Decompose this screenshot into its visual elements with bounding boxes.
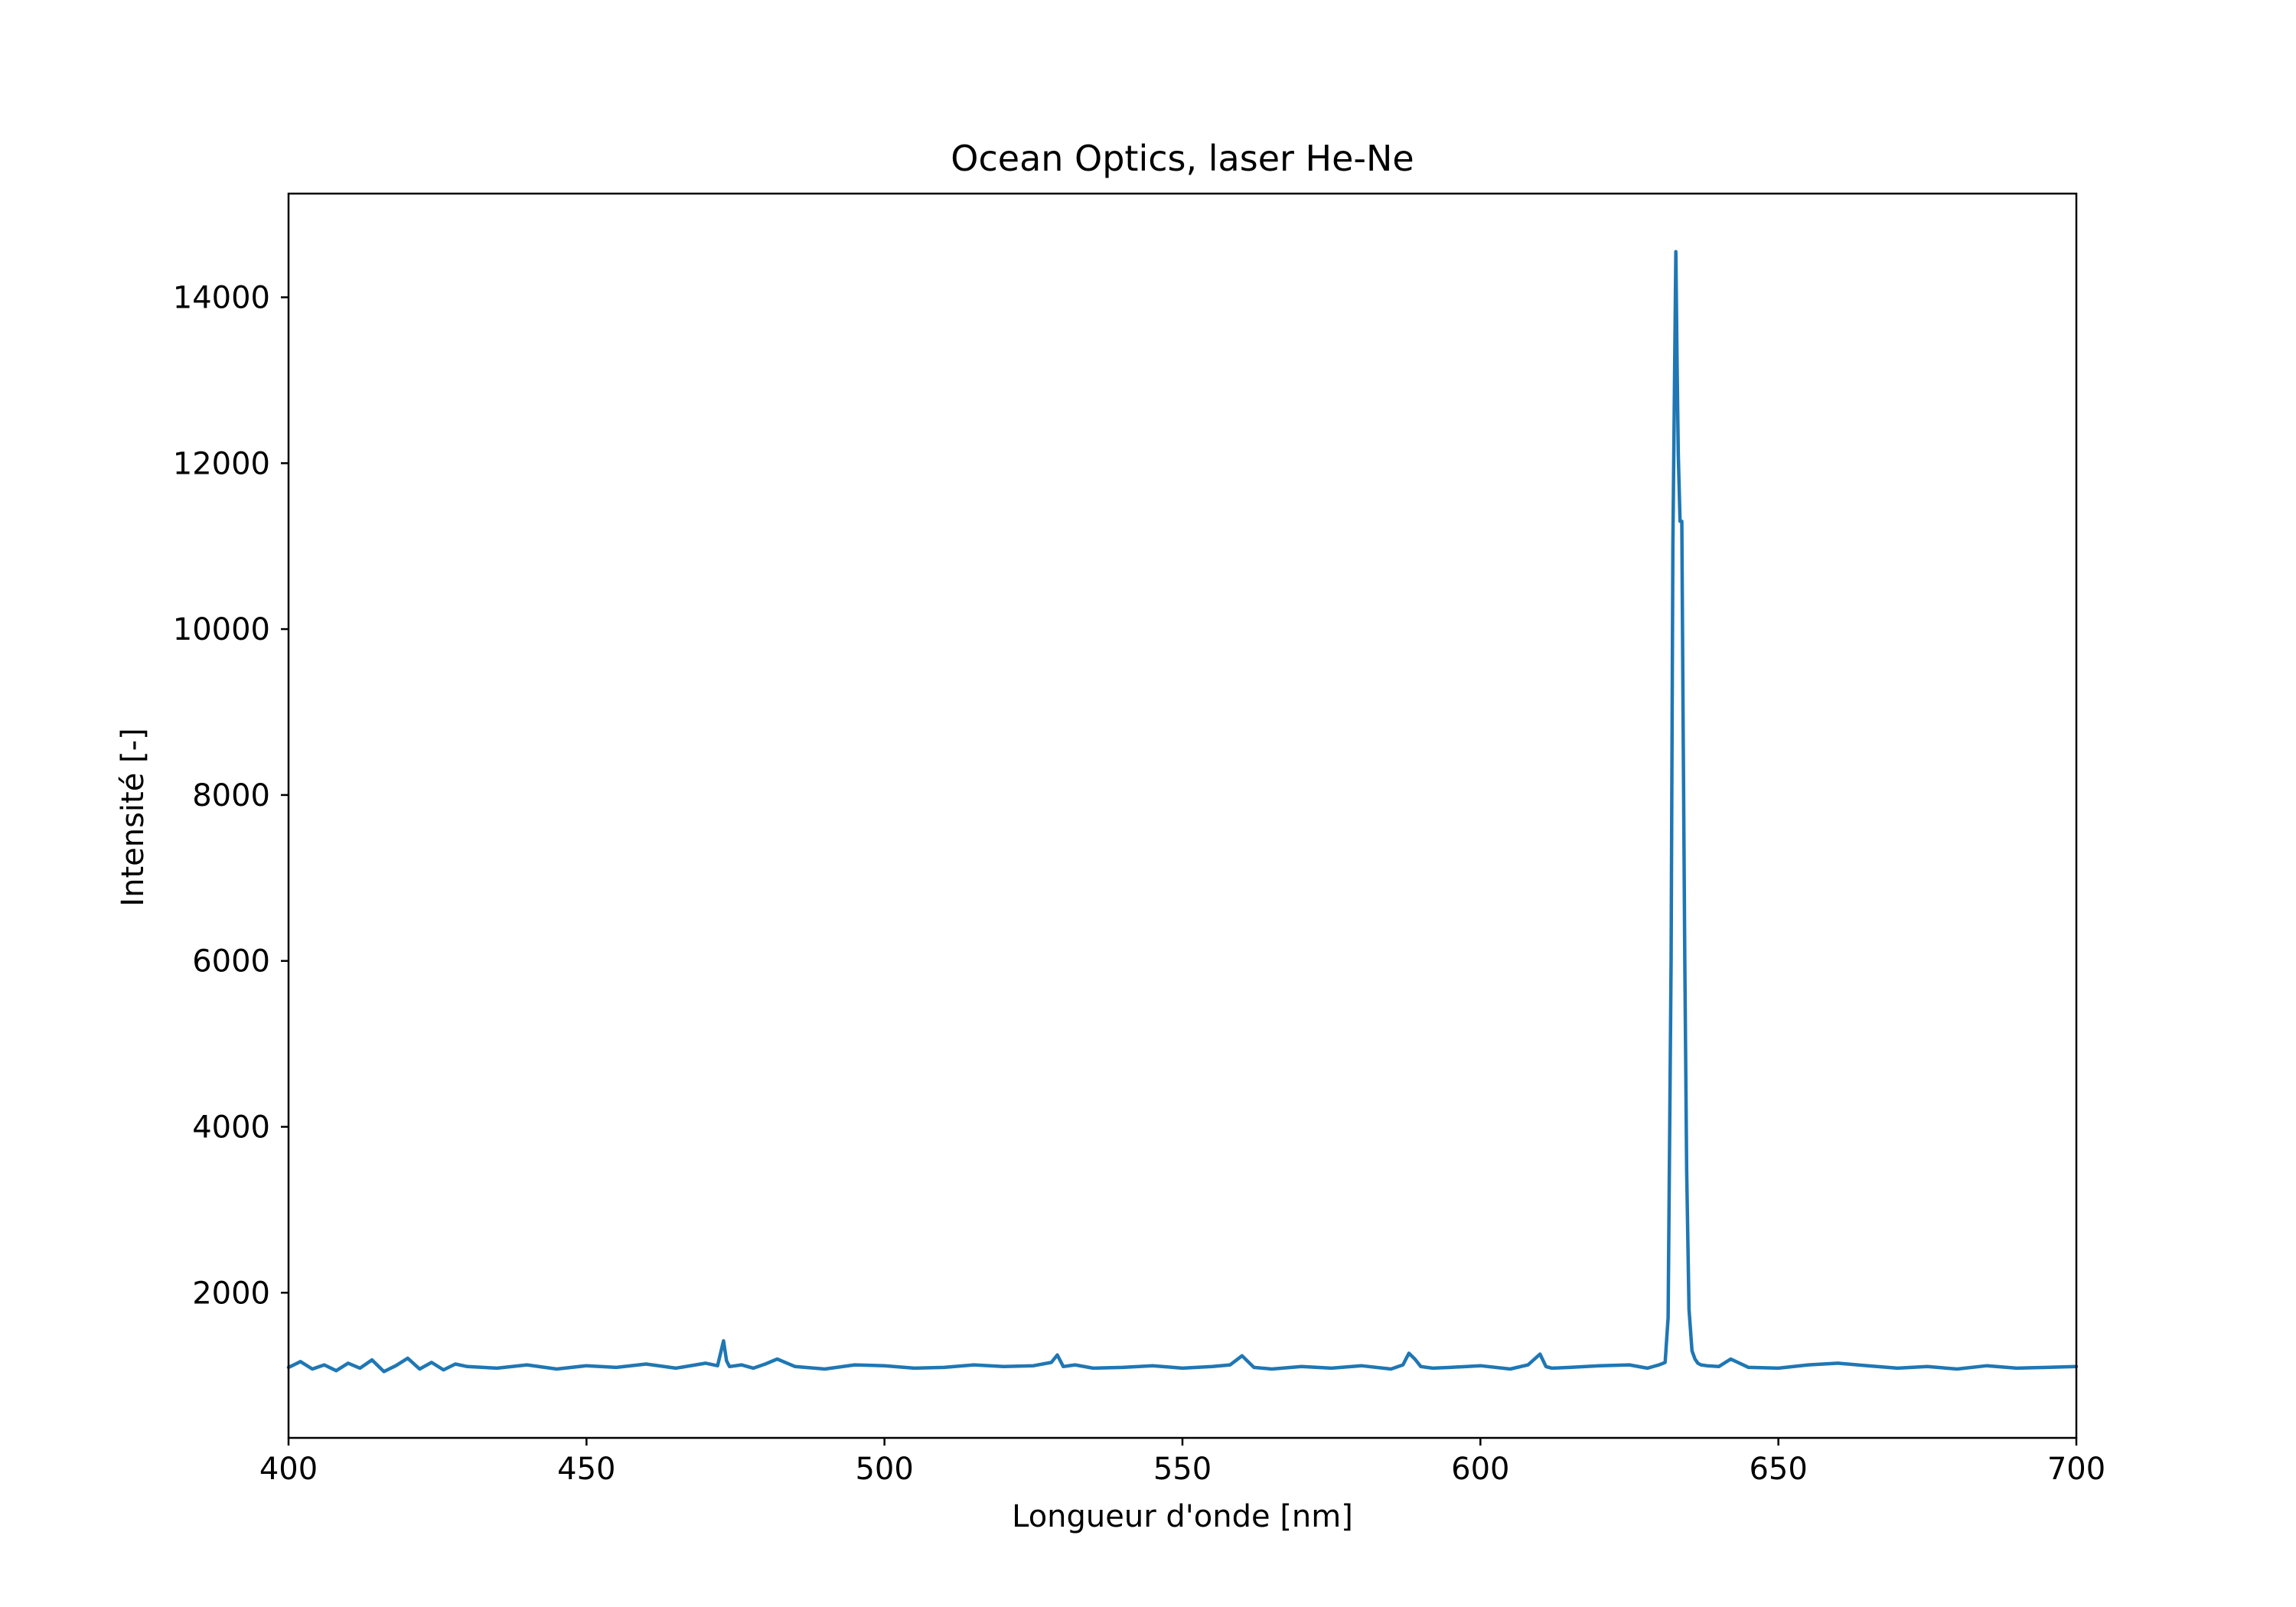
y-axis: 2000 4000 6000 8000 10000 12000 14000 [173, 281, 289, 1311]
x-tick-label: 550 [1153, 1452, 1212, 1487]
series-line-0 [286, 249, 2079, 1374]
x-axis: 400 450 500 550 600 650 700 [259, 1438, 2105, 1487]
y-tick-label: 8000 [192, 778, 270, 813]
x-tick-label: 650 [1749, 1452, 1807, 1487]
x-tick-label: 500 [855, 1452, 913, 1487]
y-tick-label: 10000 [173, 612, 270, 647]
y-tick-label: 4000 [192, 1110, 270, 1146]
chart-title: Ocean Optics, laser He-Ne [951, 138, 1414, 179]
x-axis-label: Longueur d'onde [nm] [1012, 1499, 1353, 1534]
x-tick-label: 450 [557, 1452, 615, 1487]
y-tick-label: 14000 [173, 281, 270, 316]
y-tick-label: 2000 [192, 1276, 270, 1311]
y-tick-label: 12000 [173, 446, 270, 481]
y-axis-label: Intensité [-] [116, 728, 151, 906]
x-tick-label: 400 [259, 1452, 318, 1487]
y-tick-label: 6000 [192, 944, 270, 980]
x-tick-label: 600 [1451, 1452, 1509, 1487]
x-tick-label: 700 [2047, 1452, 2105, 1487]
